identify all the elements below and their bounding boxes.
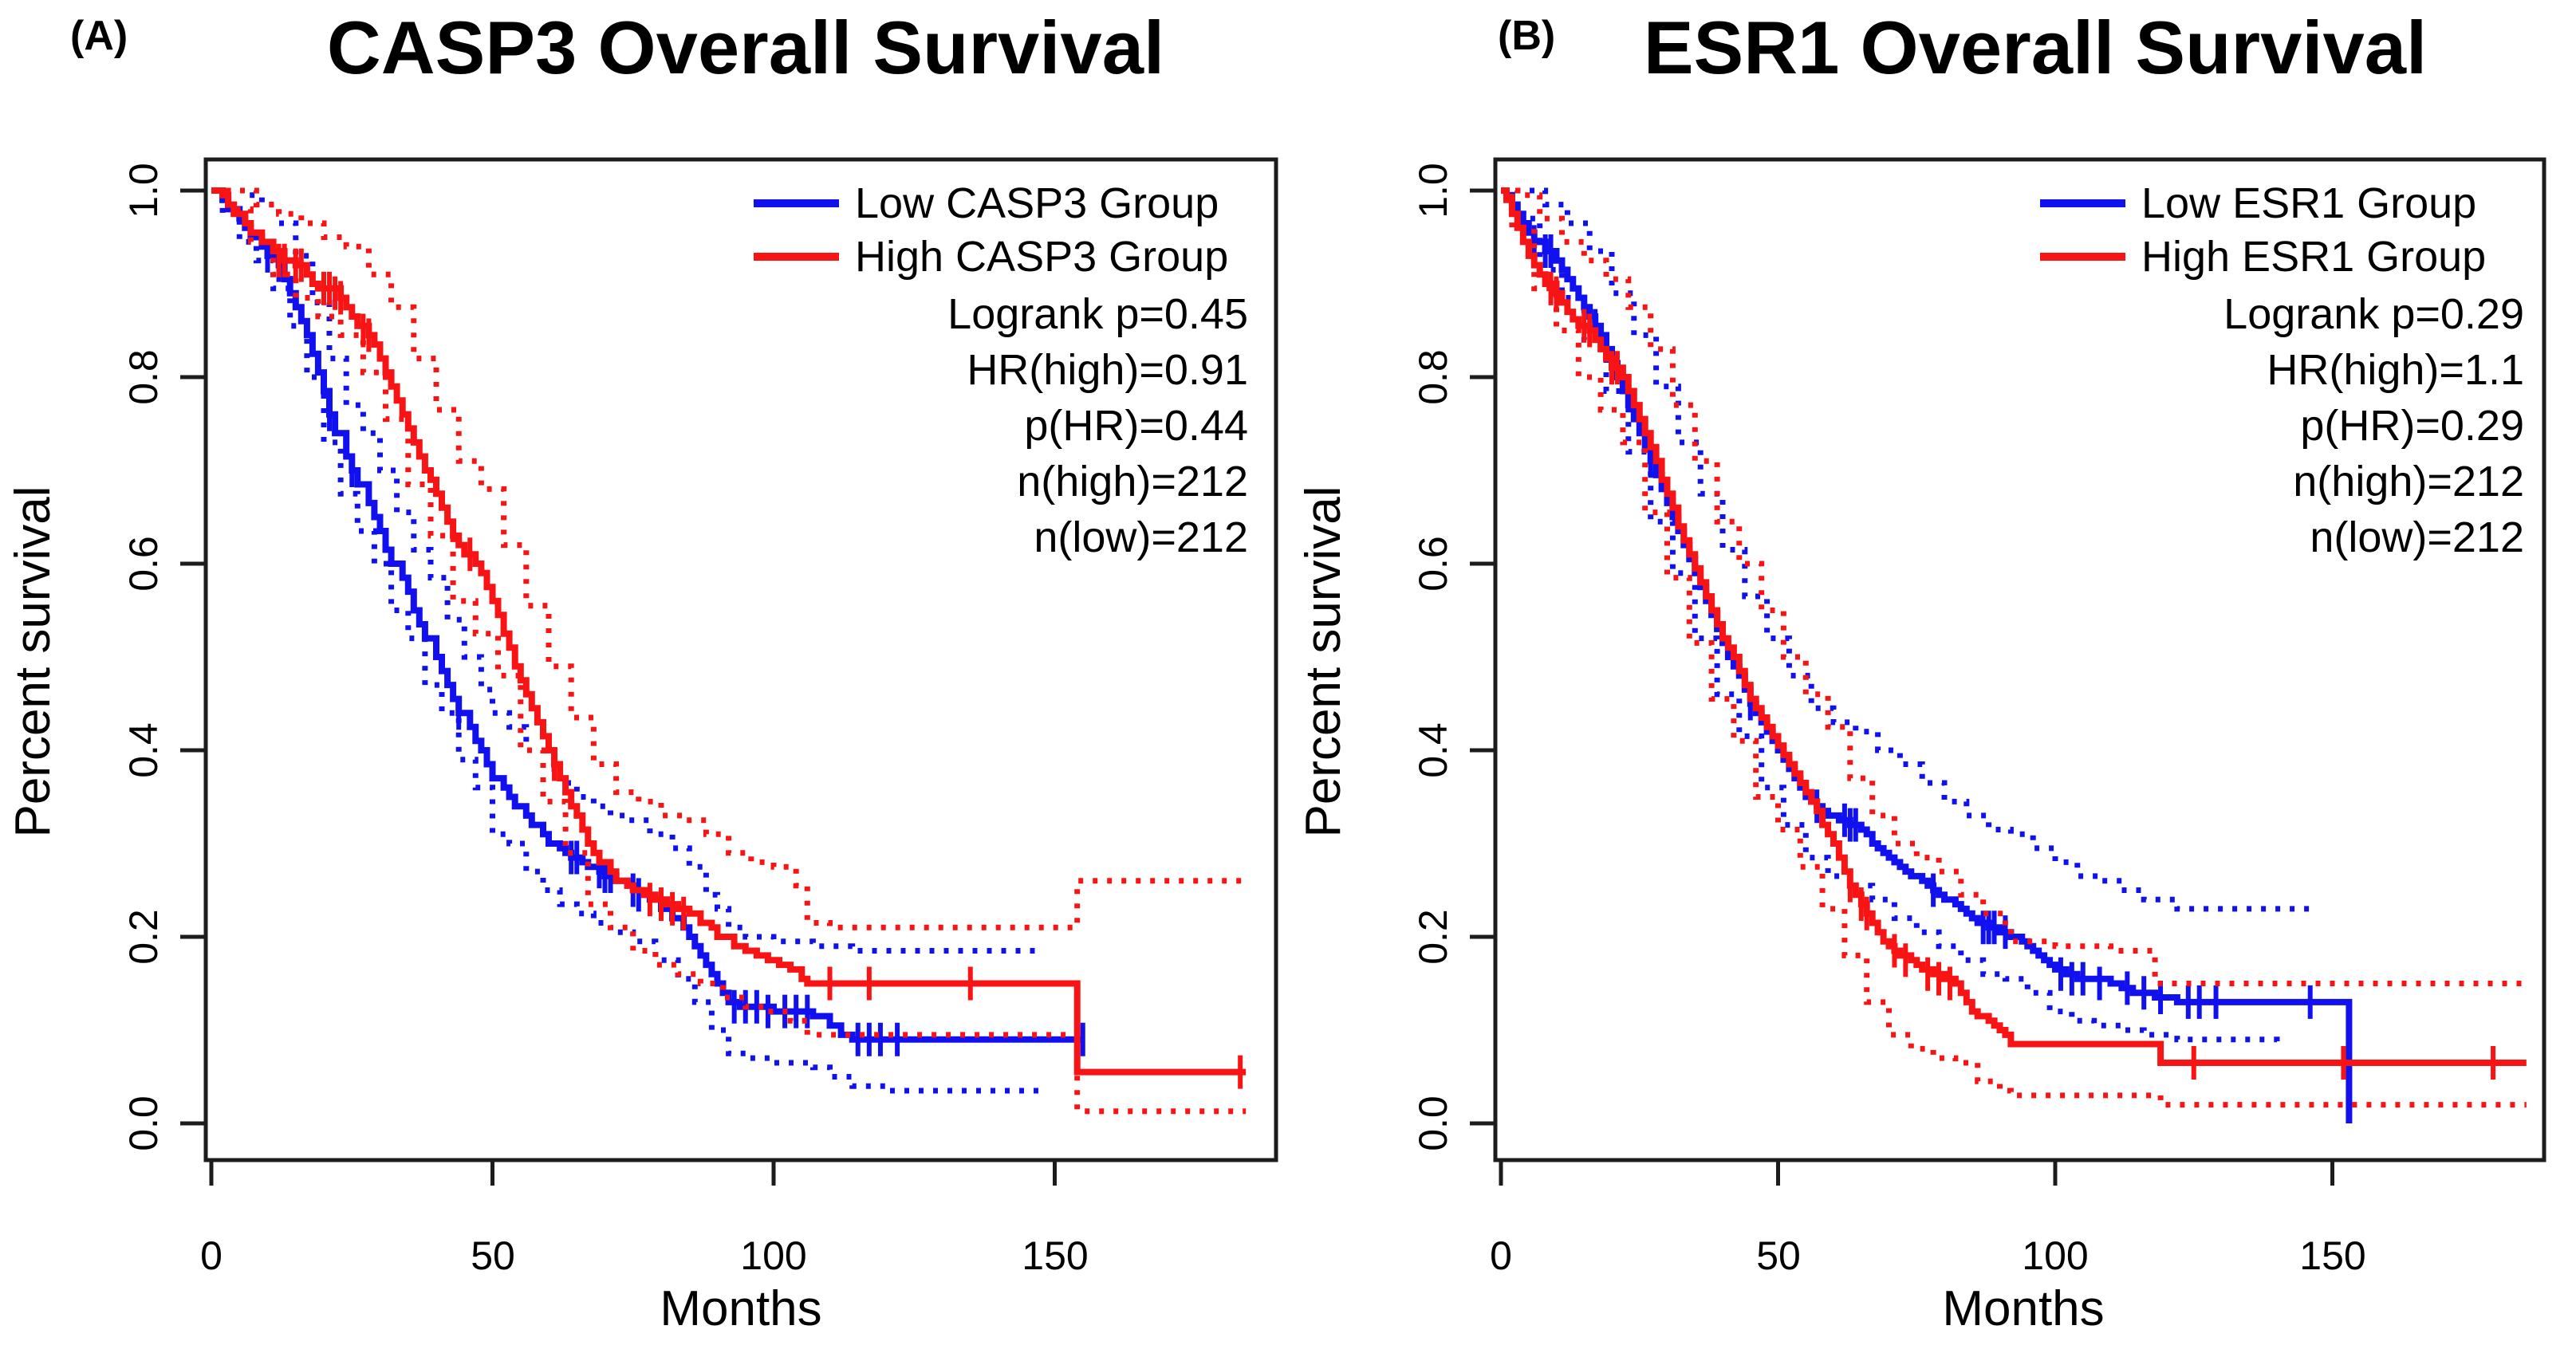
panel-b-stat-nlow: n(low)=212 <box>2310 513 2524 561</box>
panel-b-xtick-0: 0 <box>1490 1233 1512 1278</box>
ci-lower-high <box>211 187 1247 1115</box>
panel-a-legend: Low CASP3 Group High CASP3 Group Logrank… <box>754 179 1248 561</box>
panel-a: (A) CASP3 Overall Survival Percent survi… <box>6 6 1278 1336</box>
panel-a-plot-area <box>180 157 1278 1186</box>
km-curve-high <box>1501 187 2527 1066</box>
panel-a-ytick-1: 0.2 <box>121 909 166 965</box>
panel-b-ytick-3: 0.6 <box>1411 536 1455 592</box>
panel-a-stat-logrank: Logrank p=0.45 <box>947 290 1248 338</box>
axis-box <box>203 157 1278 1162</box>
panel-b-stat-nhigh: n(high)=212 <box>2293 458 2524 505</box>
ci-upper-high <box>1501 187 2527 986</box>
panel-b-xlabel: Months <box>1942 1281 2104 1336</box>
panel-a-legend-high: High CASP3 Group <box>855 233 1228 281</box>
panel-a-stat-hr: HR(high)=0.91 <box>967 346 1248 394</box>
panel-b-ytick-2: 0.4 <box>1411 722 1455 778</box>
km-curve-low <box>1501 187 2353 1123</box>
panel-a-ylabel: Percent survival <box>6 486 61 837</box>
ci-upper-low <box>1501 187 2316 912</box>
panel-a-xtick-3: 150 <box>1022 1233 1088 1278</box>
panel-a-legend-low: Low CASP3 Group <box>855 179 1219 227</box>
panel-a-ytick-4: 0.8 <box>121 349 166 405</box>
panel-b-ytick-0: 0.0 <box>1411 1095 1455 1151</box>
panel-b-plot-area <box>1470 157 2546 1186</box>
panel-a-xtick-2: 100 <box>740 1233 806 1278</box>
panel-b-ylabel: Percent survival <box>1296 486 1351 837</box>
panel-b-xtick-1: 50 <box>1756 1233 1801 1278</box>
panel-a-label: (A) <box>70 13 128 59</box>
ci-upper-low <box>211 187 1044 954</box>
ci-lower-low <box>1501 187 2280 1044</box>
panel-b-legend: Low ESR1 Group High ESR1 Group Logrank p… <box>2040 179 2524 561</box>
panel-b-xtick-2: 100 <box>2022 1233 2088 1278</box>
panel-a-xtick-0: 0 <box>200 1233 223 1278</box>
panel-b: (B) ESR1 Overall Survival Percent surviv… <box>1296 6 2546 1336</box>
panel-b-legend-low: Low ESR1 Group <box>2141 179 2476 227</box>
panel-b-label: (B) <box>1498 13 1555 59</box>
panel-b-title: ESR1 Overall Survival <box>1644 6 2427 89</box>
panel-a-stat-nhigh: n(high)=212 <box>1017 458 1248 505</box>
panel-a-ytick-5: 1.0 <box>121 163 166 218</box>
panel-b-stat-logrank: Logrank p=0.29 <box>2223 290 2524 338</box>
panel-a-ytick-3: 0.6 <box>121 536 166 592</box>
panel-a-ytick-0: 0.0 <box>121 1095 166 1151</box>
panel-a-stat-phr: p(HR)=0.44 <box>1024 402 1248 450</box>
panel-b-xtick-3: 150 <box>2299 1233 2365 1278</box>
panel-a-xlabel: Months <box>660 1281 821 1336</box>
panel-a-ytick-2: 0.4 <box>121 722 166 778</box>
km-curve-low <box>211 187 1083 1043</box>
panel-b-legend-high: High ESR1 Group <box>2141 233 2486 281</box>
panel-b-stat-phr: p(HR)=0.29 <box>2300 402 2524 450</box>
panel-b-ytick-1: 0.2 <box>1411 909 1455 965</box>
panel-a-xtick-1: 50 <box>471 1233 515 1278</box>
panel-b-ytick-5: 1.0 <box>1411 163 1455 218</box>
panel-b-ytick-4: 0.8 <box>1411 349 1455 405</box>
axis-box <box>1493 157 2546 1162</box>
panel-a-title: CASP3 Overall Survival <box>327 6 1164 89</box>
ci-lower-low <box>211 187 1044 1094</box>
panel-a-stat-nlow: n(low)=212 <box>1034 513 1248 561</box>
panel-b-stat-hr: HR(high)=1.1 <box>2267 346 2524 394</box>
